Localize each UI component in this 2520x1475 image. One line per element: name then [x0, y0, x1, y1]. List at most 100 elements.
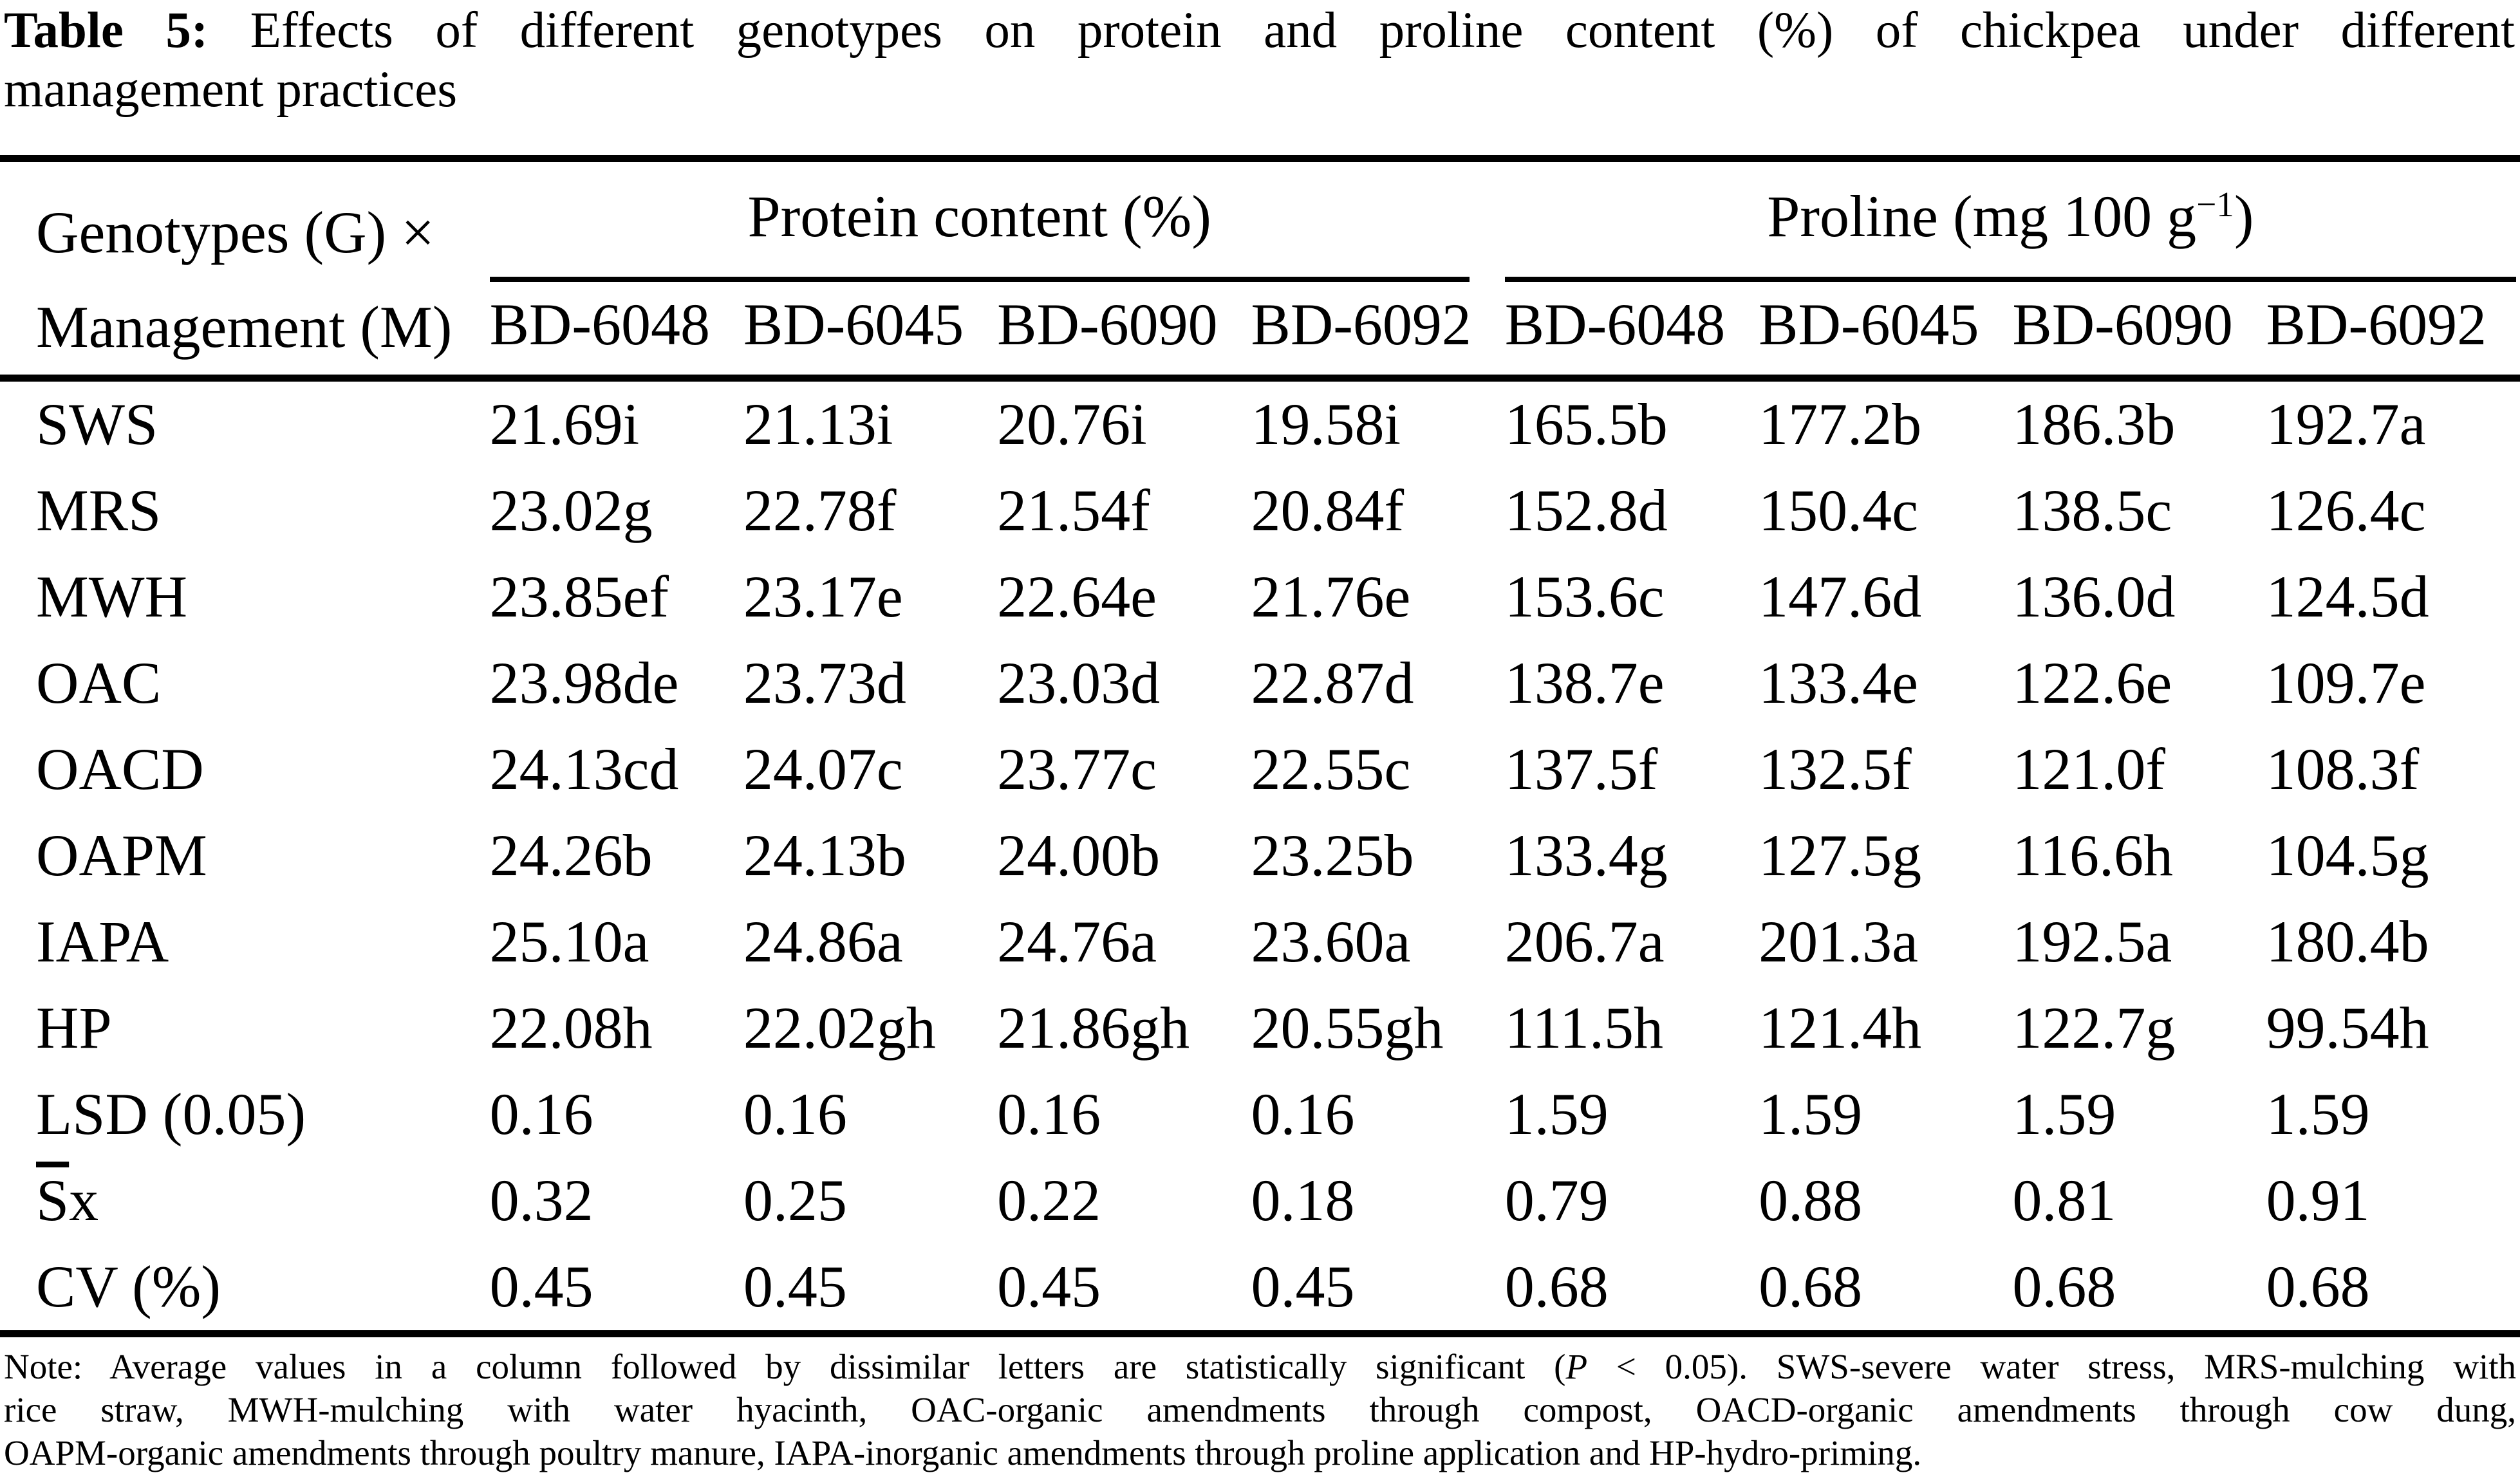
proline-value-cell: 0.88	[1759, 1167, 1863, 1234]
proline-value-cell: 152.8d	[1504, 478, 1668, 544]
protein-value-cell: 22.87d	[1251, 650, 1414, 716]
proline-value-cell: 0.79	[1504, 1167, 1609, 1234]
protein-value-cell: 22.64e	[997, 564, 1157, 630]
table-row: Sx 0.32 0.25 0.22 0.18 0.79 0.88 0.81 0.91	[0, 1158, 2520, 1244]
row-label: MRS	[36, 478, 162, 544]
protein-value-cell: 22.02gh	[743, 995, 936, 1061]
row-label: SWS	[36, 391, 158, 458]
protein-value-cell: 0.16	[743, 1081, 847, 1147]
protein-value-cell: 23.02g	[489, 478, 653, 544]
protein-column-header: BD-6045	[743, 291, 964, 357]
note-p-italic: P	[1565, 1347, 1588, 1387]
proline-value-cell: 0.68	[1504, 1254, 1609, 1320]
corner-header: Genotypes (G) × Management (M)	[0, 158, 490, 378]
protein-value-cell: 23.03d	[997, 650, 1161, 716]
table-title-line2: management practices	[4, 62, 458, 118]
group-header-row: Genotypes (G) × Management (M) Protein c…	[0, 158, 2520, 360]
protein-value-cell: 23.73d	[743, 650, 906, 716]
proline-value-cell: 201.3a	[1759, 909, 1918, 975]
table-row: OAPM 24.26b 24.13b 24.00b 23.25b 133.4g 127.5g…	[0, 813, 2520, 899]
protein-value-cell: 22.08h	[489, 995, 653, 1061]
note-line-1: Note: Average values in a column followe…	[4, 1345, 2516, 1388]
proline-value-cell: 1.59	[1759, 1081, 1863, 1147]
proline-column-header: BD-6048	[1504, 291, 1726, 357]
protein-value-cell: 0.45	[489, 1254, 593, 1320]
proline-value-cell: 0.68	[2266, 1254, 2370, 1320]
proline-value-cell: 0.68	[1759, 1254, 1863, 1320]
table-row: HP 22.08h 22.02gh 21.86gh 20.55gh 111.5h 121.4…	[0, 985, 2520, 1071]
protein-value-cell: 21.86gh	[997, 995, 1190, 1061]
proline-value-cell: 99.54h	[2266, 995, 2429, 1061]
protein-value-cell: 24.86a	[743, 909, 903, 975]
row-label: Sx	[36, 1167, 99, 1234]
proline-value-cell: 186.3b	[2012, 391, 2176, 458]
proline-value-cell: 124.5d	[2266, 564, 2429, 630]
protein-value-cell: 21.76e	[1251, 564, 1411, 630]
table-row: MRS 23.02g 22.78f 21.54f 20.84f 152.8d 150.4c 1…	[0, 468, 2520, 554]
protein-value-cell: 21.69i	[489, 391, 640, 458]
proline-value-cell: 108.3f	[2266, 736, 2420, 802]
protein-value-cell: 20.55gh	[1251, 995, 1444, 1061]
note-line1-before: Note: Average values in a column followe…	[4, 1347, 1566, 1387]
proline-value-cell: 133.4e	[1759, 650, 1918, 716]
protein-value-cell: 21.54f	[997, 478, 1150, 544]
proline-value-cell: 121.4h	[1759, 995, 1922, 1061]
protein-value-cell: 0.45	[997, 1254, 1101, 1320]
table-row: LSD (0.05) 0.16 0.16 0.16 0.16 1.59 1.59 1.59 1.…	[0, 1071, 2520, 1158]
table-title-line1: Table 5: Effects of different genotypes …	[4, 1, 2515, 60]
protein-column-header: BD-6092	[1251, 291, 1471, 357]
proline-value-cell: 138.7e	[1504, 650, 1665, 716]
table-row: OACD 24.13cd 24.07c 23.77c 22.55c 137.5f 132.5…	[0, 727, 2520, 813]
proline-value-cell: 133.4g	[1504, 822, 1668, 889]
protein-group-header: Protein content (%)	[489, 158, 1505, 286]
proline-column-header: BD-6092	[2266, 291, 2487, 357]
proline-value-cell: 192.5a	[2012, 909, 2172, 975]
protein-value-cell: 0.16	[997, 1081, 1101, 1147]
proline-value-cell: 0.81	[2012, 1167, 2116, 1234]
protein-value-cell: 25.10a	[489, 909, 649, 975]
proline-value-cell: 127.5g	[1759, 822, 1922, 889]
row-label: CV (%)	[36, 1254, 221, 1320]
note-line1-after: < 0.05). SWS-severe water stress, MRS-mu…	[1587, 1347, 2516, 1387]
protein-value-cell: 19.58i	[1251, 391, 1401, 458]
proline-column-header: BD-6045	[1759, 291, 1979, 357]
proline-value-cell: 1.59	[2012, 1081, 2116, 1147]
row-label: LSD (0.05)	[36, 1081, 306, 1147]
protein-value-cell: 0.45	[743, 1254, 847, 1320]
protein-value-cell: 23.60a	[1251, 909, 1411, 975]
proline-value-cell: 122.7g	[2012, 995, 2176, 1061]
proline-value-cell: 150.4c	[1759, 478, 1918, 544]
proline-value-cell: 153.6c	[1504, 564, 1665, 630]
protein-value-cell: 24.07c	[743, 736, 903, 802]
table-row: MWH 23.85ef 23.17e 22.64e 21.76e 153.6c 147.6d…	[0, 554, 2520, 640]
proline-value-cell: 136.0d	[2012, 564, 2176, 630]
protein-value-cell: 0.18	[1251, 1167, 1355, 1234]
proline-value-cell: 138.5c	[2012, 478, 2172, 544]
proline-value-cell: 165.5b	[1504, 391, 1668, 458]
table-body: SWS 21.69i 21.13i 20.76i 19.58i 165.5b 177.2b 1…	[0, 378, 2520, 1334]
protein-value-cell: 22.55c	[1251, 736, 1411, 802]
protein-value-cell: 0.25	[743, 1167, 847, 1234]
proline-value-cell: 116.6h	[2012, 822, 2173, 889]
table-note: Note: Average values in a column followe…	[4, 1345, 2516, 1474]
table-row: CV (%) 0.45 0.45 0.45 0.45 0.68 0.68 0.68 0.68	[0, 1244, 2520, 1334]
proline-value-cell: 0.68	[2012, 1254, 2116, 1320]
proline-value-cell: 111.5h	[1504, 995, 1663, 1061]
proline-value-cell: 104.5g	[2266, 822, 2429, 889]
proline-group-label: Proline (mg 100 g−1)	[1504, 185, 2516, 282]
protein-value-cell: 23.85ef	[489, 564, 669, 630]
data-table: Genotypes (G) × Management (M) Protein c…	[0, 154, 2520, 1338]
protein-value-cell: 0.45	[1251, 1254, 1355, 1320]
proline-value-cell: 121.0f	[2012, 736, 2166, 802]
protein-value-cell: 20.76i	[997, 391, 1147, 458]
proline-value-cell: 1.59	[1504, 1081, 1609, 1147]
corner-header-line2: Management (M)	[36, 294, 453, 360]
table-row: SWS 21.69i 21.13i 20.76i 19.58i 165.5b 177.2b 1…	[0, 378, 2520, 468]
proline-label-prefix: Proline (mg 100 g	[1767, 183, 2197, 249]
row-label: IAPA	[36, 909, 169, 975]
column-header-row: BD-6048 BD-6045 BD-6090 BD-6092 BD-6048 …	[0, 286, 2520, 378]
proline-label-superscript: −1	[2196, 185, 2234, 225]
protein-value-cell: 24.13cd	[489, 736, 679, 802]
table-number-label: Table 5:	[4, 3, 209, 59]
